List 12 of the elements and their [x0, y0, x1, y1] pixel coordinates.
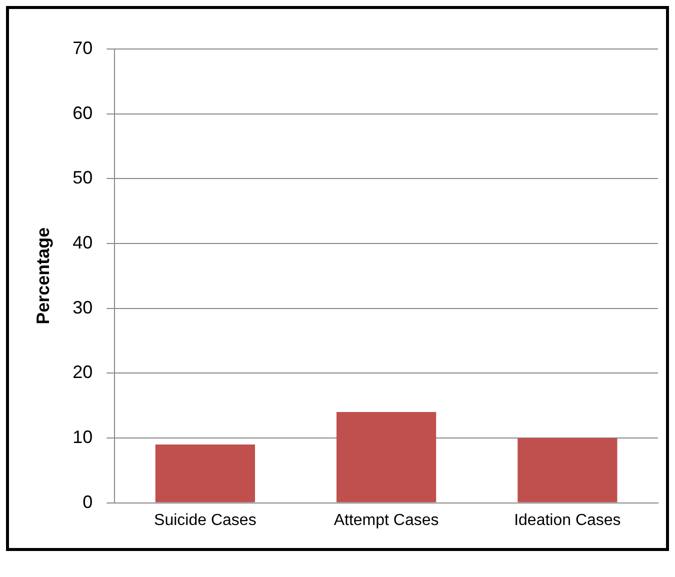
y-tick-label: 50	[72, 168, 93, 188]
y-tick-label: 10	[72, 426, 93, 447]
x-tick-label: Suicide Cases	[154, 512, 256, 529]
y-tick-label: 70	[72, 38, 93, 58]
x-tick-label: Ideation Cases	[514, 512, 621, 529]
y-tick-label: 40	[72, 232, 93, 252]
x-tick-label: Attempt Cases	[334, 512, 439, 529]
y-tick-label: 30	[72, 297, 93, 318]
y-axis-title: Percentage	[32, 227, 53, 324]
y-tick-label: 60	[72, 102, 93, 123]
y-tick-label: 0	[82, 492, 93, 512]
y-tick-label: 20	[72, 362, 93, 382]
